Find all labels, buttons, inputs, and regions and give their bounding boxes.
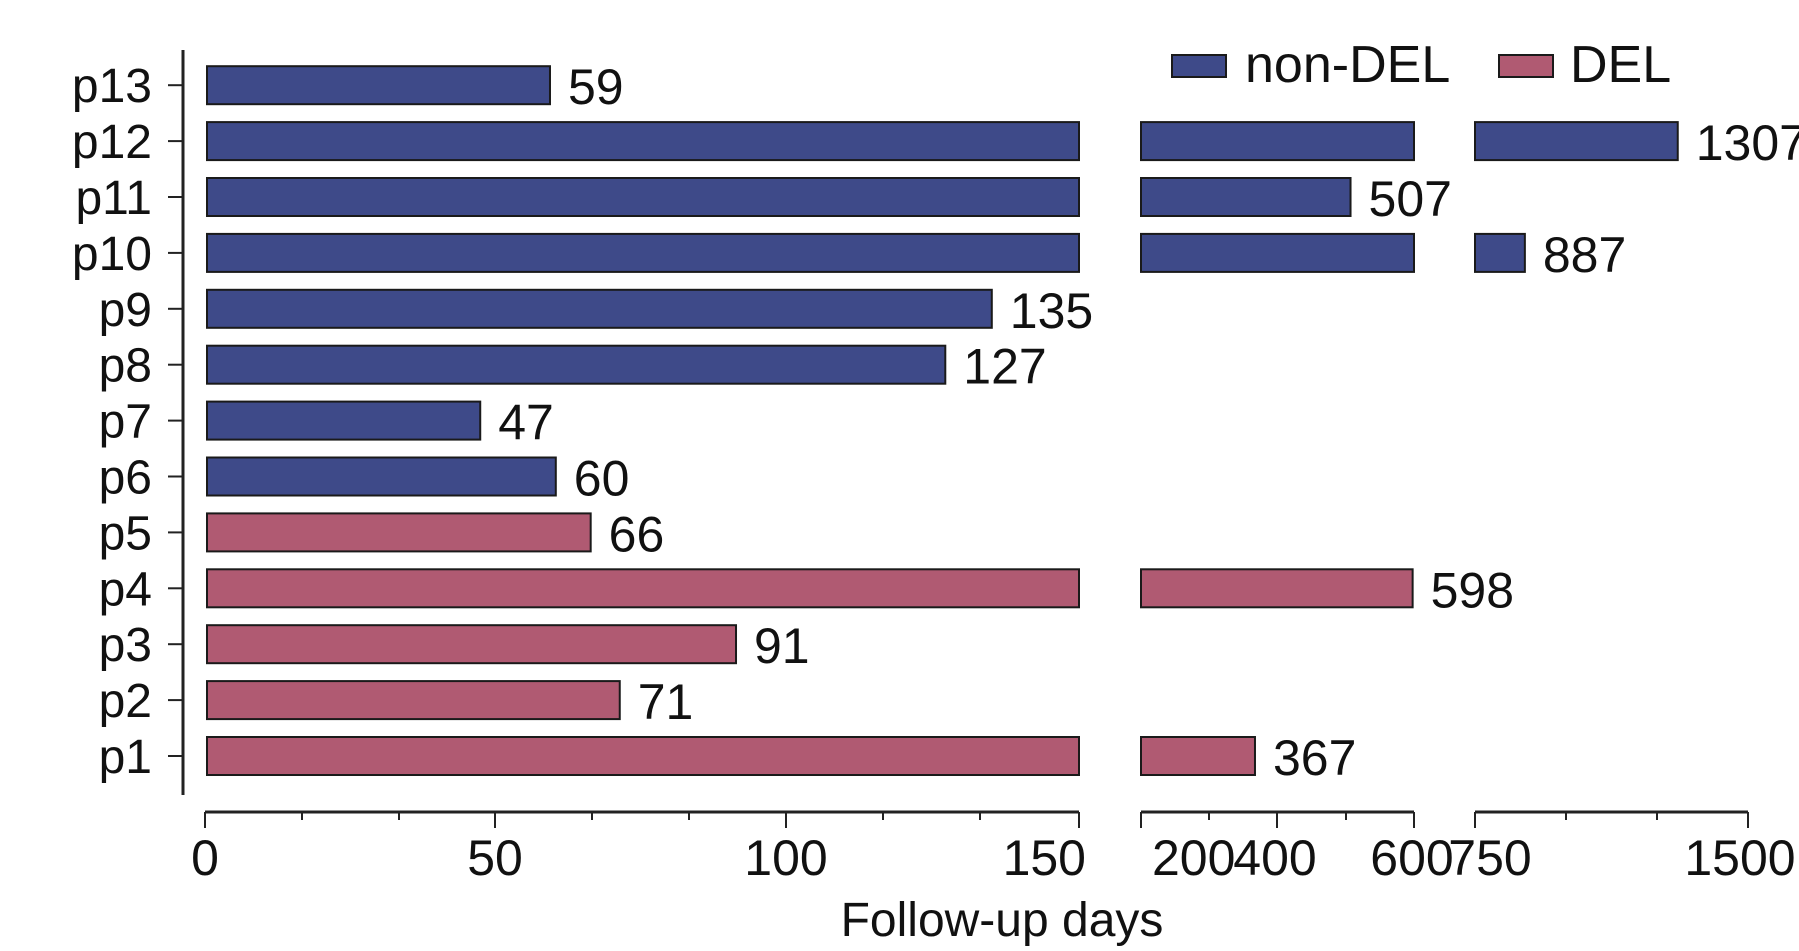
legend-swatch-non-DEL: [1171, 54, 1227, 78]
y-tick-label: p8: [99, 340, 152, 393]
y-tick-label: p9: [99, 284, 152, 337]
value-label-p6: 60: [574, 451, 630, 507]
value-label-p4: 598: [1431, 562, 1514, 618]
value-label-p8: 127: [963, 339, 1046, 395]
bar-p3: [206, 624, 738, 665]
bar-p10: [206, 232, 1080, 273]
y-tick-label: p1: [99, 731, 152, 784]
bar-p4: [1140, 568, 1414, 609]
y-tick-label: p13: [72, 60, 152, 113]
x-tick-label: 200: [1152, 830, 1235, 886]
x-tick-label: 0: [191, 830, 219, 886]
bar-p9: [206, 288, 993, 329]
bar-p12: [206, 121, 1080, 162]
x-axis-label: Follow-up days: [841, 894, 1164, 947]
bar-p1: [206, 736, 1080, 776]
bar-p8: [206, 344, 947, 385]
x-tick-label: 600: [1370, 830, 1453, 886]
x-tick-label: 400: [1233, 830, 1316, 886]
bar-p13: [206, 65, 551, 106]
bar-p2: [206, 680, 621, 721]
value-label-p13: 59: [568, 59, 624, 115]
bar-p4: [206, 568, 1080, 609]
x-tick-label: 150: [1003, 830, 1086, 886]
y-tick-label: p4: [99, 563, 152, 616]
y-tick-label: p12: [72, 116, 152, 169]
x-tick-label: 750: [1448, 830, 1531, 886]
bar-p10: [1140, 232, 1415, 273]
bar-p12: [1474, 121, 1679, 162]
bar-p5: [206, 512, 592, 553]
y-tick-label: p2: [99, 675, 152, 728]
value-label-p3: 91: [754, 618, 810, 674]
bar-p1: [1140, 736, 1256, 776]
legend-label-non-DEL: non-DEL: [1245, 36, 1450, 94]
value-label-p5: 66: [609, 506, 665, 562]
x-tick-label: 100: [744, 830, 827, 886]
y-tick-label: p10: [72, 228, 152, 281]
bar-p7: [206, 400, 482, 441]
bar-p11: [206, 177, 1080, 217]
y-tick-label: p3: [99, 619, 152, 672]
y-tick-label: p5: [99, 507, 152, 560]
value-label-p9: 135: [1010, 283, 1093, 339]
bars: [206, 65, 1679, 776]
bar-p12: [1140, 121, 1415, 162]
bar-p10: [1474, 232, 1526, 273]
y-tick-label: p11: [75, 172, 152, 225]
value-label-p11: 507: [1369, 171, 1452, 227]
legend: non-DEL DEL: [1171, 36, 1671, 94]
value-label-p12: 1307: [1696, 115, 1799, 171]
x-tick-label: 1500: [1684, 830, 1795, 886]
x-tick-label: 50: [467, 830, 523, 886]
y-tick-label: p6: [99, 452, 152, 505]
legend-label-DEL: DEL: [1570, 36, 1671, 94]
bar-p11: [1140, 177, 1352, 217]
value-label-p10: 887: [1543, 227, 1626, 283]
legend-swatch-DEL: [1498, 54, 1554, 78]
value-label-p1: 367: [1273, 730, 1356, 786]
bar-p6: [206, 456, 557, 497]
y-tick-label: p7: [99, 396, 152, 449]
value-label-p7: 47: [498, 395, 554, 451]
value-label-p2: 71: [638, 674, 694, 730]
